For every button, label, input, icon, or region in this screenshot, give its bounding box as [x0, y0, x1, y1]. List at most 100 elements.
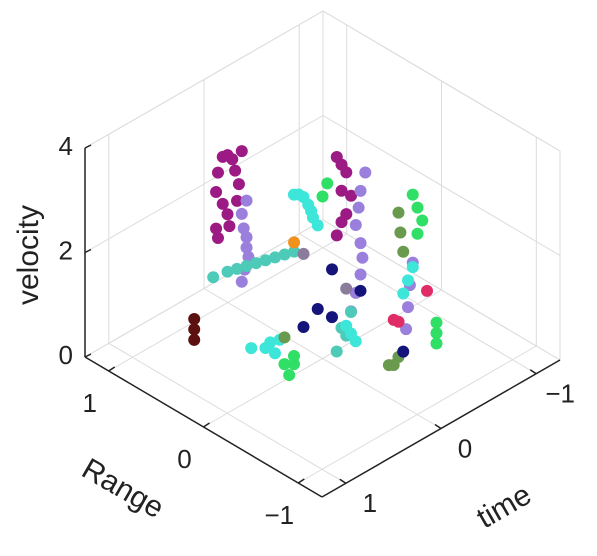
point	[349, 219, 362, 231]
point	[221, 208, 234, 221]
point	[221, 265, 234, 278]
point	[268, 347, 281, 360]
point	[326, 263, 339, 276]
point	[406, 188, 419, 201]
point	[283, 369, 296, 382]
point	[231, 262, 244, 275]
point	[188, 323, 201, 336]
point	[287, 350, 300, 363]
grid-line	[84, 10, 324, 149]
grid-line	[322, 10, 561, 152]
point	[325, 311, 338, 324]
point	[250, 257, 263, 270]
point	[311, 219, 324, 232]
y-axis-title: Range	[76, 452, 169, 525]
point	[430, 337, 443, 350]
point	[240, 194, 253, 207]
grid-line	[203, 289, 442, 428]
point	[394, 226, 407, 239]
point	[216, 197, 229, 210]
point	[349, 335, 362, 348]
x-axis-title: time	[471, 478, 537, 535]
point	[400, 323, 413, 336]
point	[406, 261, 419, 274]
grid-line	[322, 115, 561, 256]
point	[278, 358, 291, 371]
point	[240, 241, 253, 254]
point	[411, 227, 424, 240]
point	[278, 331, 291, 344]
point	[240, 259, 253, 272]
point	[226, 153, 239, 166]
point	[392, 206, 405, 219]
point	[430, 327, 443, 340]
point	[210, 222, 223, 235]
point	[340, 282, 353, 295]
point	[354, 268, 367, 281]
point	[288, 245, 301, 258]
point	[356, 251, 369, 264]
point	[397, 287, 410, 300]
point	[401, 301, 414, 314]
y-tick	[108, 366, 116, 372]
point	[397, 245, 410, 258]
point	[188, 312, 201, 325]
point	[240, 231, 253, 244]
x-tick-label: −1	[545, 379, 575, 409]
point	[223, 220, 236, 233]
point	[330, 345, 343, 358]
point	[207, 271, 220, 284]
point	[188, 333, 201, 346]
y-tick-label: 0	[177, 444, 191, 474]
point	[402, 274, 415, 287]
point	[235, 145, 248, 158]
point	[344, 305, 357, 318]
point	[421, 284, 434, 297]
x-tick	[529, 369, 537, 375]
z-tick	[84, 248, 92, 254]
point	[211, 231, 224, 244]
z-tick-label: 2	[59, 235, 73, 265]
point	[330, 229, 343, 242]
y-tick-label: 1	[82, 388, 96, 418]
point	[278, 248, 291, 261]
point	[411, 201, 424, 214]
grid-line	[84, 219, 324, 358]
grid-line	[108, 233, 347, 372]
point	[259, 254, 272, 267]
z-tick	[84, 353, 92, 358]
point	[245, 342, 258, 355]
point	[354, 184, 367, 197]
x-tick-label: 0	[458, 433, 472, 463]
x-tick	[339, 478, 347, 484]
point	[352, 201, 365, 214]
point	[311, 302, 324, 315]
point	[345, 189, 358, 202]
point	[416, 214, 429, 227]
point	[335, 216, 348, 229]
point	[397, 345, 410, 358]
point	[231, 194, 244, 207]
point	[430, 316, 443, 329]
point	[359, 166, 372, 179]
y-tick	[297, 478, 305, 484]
x-tick-label: 1	[363, 488, 377, 518]
point	[354, 284, 367, 297]
point	[321, 177, 334, 190]
point	[264, 336, 277, 349]
grid-line	[84, 115, 324, 253]
point	[211, 166, 224, 179]
y-tick	[203, 422, 210, 428]
point	[335, 184, 348, 197]
z-tick	[84, 144, 92, 149]
point	[297, 247, 310, 260]
point	[288, 236, 301, 249]
point	[229, 164, 242, 177]
point	[392, 315, 405, 328]
x-tick	[434, 423, 442, 430]
point	[297, 321, 310, 334]
point	[235, 275, 248, 288]
y-tick-label: −1	[264, 500, 294, 530]
